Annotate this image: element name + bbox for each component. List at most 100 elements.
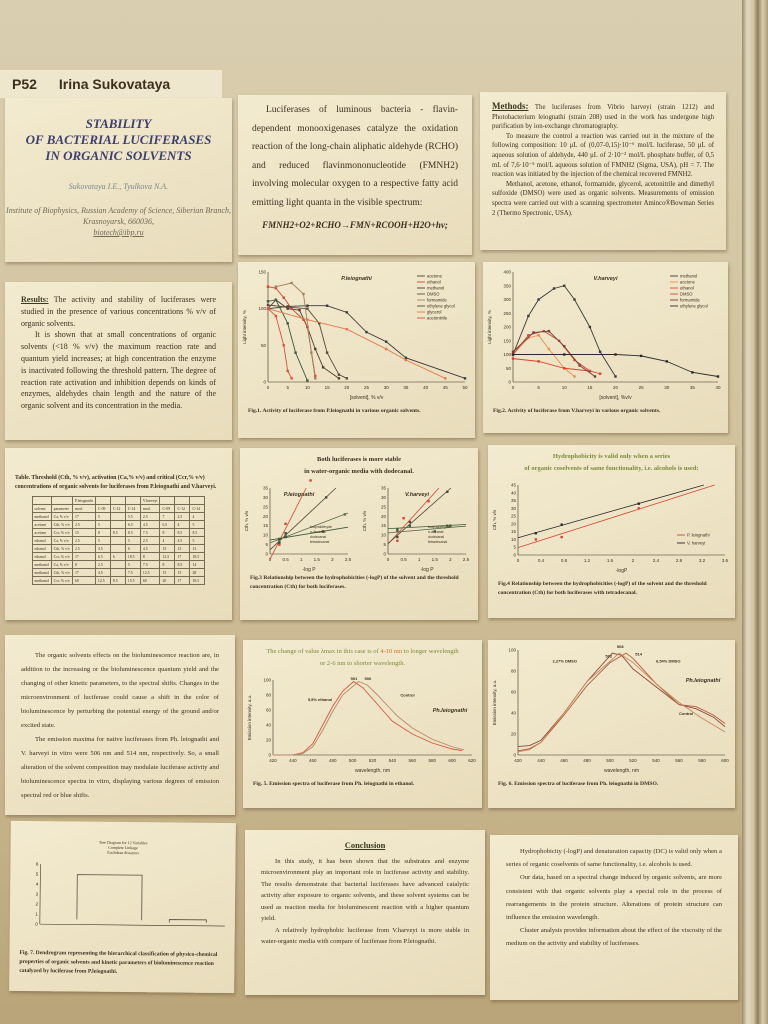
series-line xyxy=(512,358,601,375)
table-row: P.leiognathi V.harveyi xyxy=(31,496,206,505)
data-point xyxy=(286,307,289,310)
fig4-title: Hydrophobicity is valid only when a seri… xyxy=(488,451,735,475)
y-tick-label: 40 xyxy=(511,490,517,495)
data-point xyxy=(560,535,563,539)
data-point xyxy=(290,281,293,285)
table-cell: ethanol xyxy=(31,536,52,545)
table-cell: 12.5 xyxy=(159,552,176,561)
x-tick-label: 0 xyxy=(267,385,270,390)
y-axis-label: Cth, % v/v xyxy=(492,509,497,530)
x-tick-label: 3.2 xyxy=(699,558,706,563)
x-tick-label: 20 xyxy=(613,385,619,390)
table-cell: 7.5 xyxy=(139,528,161,537)
x-tick-label: 460 xyxy=(309,758,317,763)
x-axis-label: wavelength, nm xyxy=(604,768,639,774)
table-cell xyxy=(109,544,126,553)
y-tick-label: 30 xyxy=(263,495,269,500)
y-tick-label: 2 xyxy=(35,902,38,907)
data-point xyxy=(563,284,566,287)
table-cell: 8 xyxy=(159,560,176,569)
table-cell: methanol xyxy=(31,576,52,585)
email-link[interactable]: biotech@ibp.ru xyxy=(93,228,144,237)
x-tick-label: 35 xyxy=(690,385,696,390)
table-cell xyxy=(109,512,126,521)
table-cell: 8 xyxy=(72,560,96,569)
table-cell: 7.5 xyxy=(124,568,141,577)
data-point xyxy=(385,340,388,343)
intro-text: Luciferases of luminous bacteria - flavi… xyxy=(252,105,458,208)
fig3-card: Both luciferases is more stable in water… xyxy=(240,448,478,620)
y-tick-label: 5 xyxy=(265,542,268,547)
table-cell: Ca, % v/v xyxy=(50,560,74,569)
y-tick-label: 100 xyxy=(503,352,511,357)
authors: Sukovataya I.E., Tyulkova N.A. xyxy=(68,182,169,191)
x-axis-label: [solvent], %v/v xyxy=(599,395,632,401)
table-cell: Cth, % v/v xyxy=(50,568,74,577)
data-point xyxy=(637,502,640,505)
data-point xyxy=(637,507,640,510)
table-cell: 4.5 xyxy=(94,568,111,577)
x-axis-label: wavelength, nm xyxy=(355,768,390,774)
x-tick-label: 30 xyxy=(384,385,390,390)
y-tick-label: 10 xyxy=(511,537,517,542)
table-cell: mod. xyxy=(139,504,161,513)
table-row: ethanol Cth, % v/v 2.5 4.5 6 4.5 15 13 15 xyxy=(31,544,206,553)
x-tick-label: 15 xyxy=(587,385,593,390)
legend-label: ethanol xyxy=(680,286,694,291)
table-cell: 8.5 xyxy=(174,528,191,537)
chart-annotation: 502 xyxy=(605,653,612,658)
x-tick-label: 500 xyxy=(349,758,357,763)
table-cell: 28 xyxy=(189,568,206,577)
conclusion-heading: Conclusion xyxy=(344,840,386,850)
x-tick-label: 25 xyxy=(364,385,370,390)
data-point xyxy=(286,322,289,325)
legend-label: ethylene glycol xyxy=(427,304,455,309)
data-point xyxy=(314,377,317,380)
x-tick-label: 0 xyxy=(512,385,515,390)
y-tick-label: 80 xyxy=(511,669,517,674)
y-tick-label: 35 xyxy=(263,486,269,491)
trend-line xyxy=(269,487,307,560)
chart-annotation: 501 xyxy=(351,676,358,681)
table-row: acetone Cth, % v/v 2.5 5 6.5 4.5 6.5 4 5 xyxy=(31,520,206,529)
data-point xyxy=(588,325,592,329)
table-cell: 5 xyxy=(189,520,206,529)
legend-label: DMSO xyxy=(427,292,440,297)
table-cell: acetone xyxy=(31,528,52,537)
methods-text: To measure the control a reaction was ca… xyxy=(492,132,714,179)
table-cell xyxy=(109,520,126,529)
table-cell: 20 xyxy=(159,576,176,585)
table-cell: 6 xyxy=(109,552,126,561)
data-point xyxy=(321,530,325,533)
table-cell: C-14 xyxy=(189,504,206,513)
fig6-chart: 420 440 460 480 500 520 540 560 580 600 0 20 40 60 80 1… xyxy=(492,644,729,774)
poster-title: STABILITY OF BACTERIAL LUCIFERASES IN OR… xyxy=(5,116,232,164)
x-tick-label: 600 xyxy=(448,758,456,763)
y-tick-label: 350 xyxy=(503,283,511,288)
table-cell: 17 xyxy=(72,552,96,561)
y-tick-label: 15 xyxy=(381,523,387,528)
x-tick-label: 10 xyxy=(562,385,568,390)
table-cell: 4.5 xyxy=(174,536,191,545)
table-cell: 8.5 xyxy=(174,560,191,569)
data-point xyxy=(306,318,309,321)
table-cell: 5 xyxy=(94,536,111,545)
data-point xyxy=(306,307,309,310)
threshold-table: P.leiognathi V.harveyi solvent parameter mod… xyxy=(31,496,206,585)
fig3-caption: Fig.3 Relationship between the hydrophob… xyxy=(250,575,459,590)
x-tick-label: 2.8 xyxy=(676,558,683,563)
data-point xyxy=(266,285,270,288)
table-cell: 12.5 xyxy=(139,568,161,577)
table-cell: mod. xyxy=(72,504,96,513)
chart-annotation: 506 xyxy=(365,676,372,681)
fig2-card: 0 5 10 15 20 25 30 35 40 0 50 100 150 200 250 300 350 400… xyxy=(483,262,728,433)
y-tick-label: 30 xyxy=(511,506,517,511)
data-point xyxy=(534,538,538,541)
x-tick-label: 580 xyxy=(698,758,706,763)
y-tick-label: 15 xyxy=(263,523,269,528)
series-line xyxy=(517,652,726,752)
data-point xyxy=(511,353,515,356)
data-point xyxy=(527,334,530,337)
data-point xyxy=(324,496,328,499)
data-point xyxy=(573,375,576,378)
